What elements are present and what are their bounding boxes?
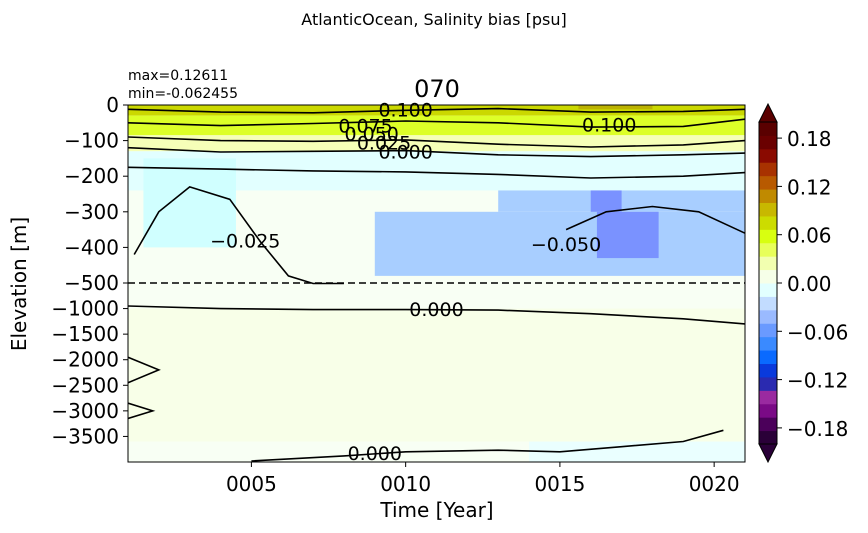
contour-line-6 <box>565 205 745 234</box>
contour-label-3: 0.025 <box>357 132 411 154</box>
colorbar-bin-22 <box>759 135 777 150</box>
colorbar-tick-label-1: 0.12 <box>787 175 832 199</box>
contour-label-5: 0.100 <box>582 115 636 137</box>
colorbar-bin-6 <box>759 350 777 364</box>
y-tick-label-7: −1500 <box>51 322 119 346</box>
max-stat: max=0.12611 <box>128 68 228 84</box>
colorbar-bin-23 <box>759 122 777 136</box>
colorbar-tick-label-5: −0.12 <box>787 369 848 393</box>
x-axis: 0005 0010 0015 0020 <box>226 462 740 496</box>
y-tick-label-1: −100 <box>64 129 119 153</box>
y-tick-label-11: −3500 <box>51 424 119 448</box>
contour-line-0 <box>128 107 745 114</box>
fill-yellow-green-band <box>128 115 745 136</box>
contour-line-9 <box>128 402 156 420</box>
colorbar-bin-10 <box>759 296 777 311</box>
colorbar-bin-16 <box>759 215 777 230</box>
colorbar-tick-label-3: 0.00 <box>787 272 832 296</box>
colorbar-bin-9 <box>759 309 777 324</box>
fill-deep-light-yellow <box>128 308 745 442</box>
colorbar-bin-21 <box>759 148 777 163</box>
contour-line-8 <box>128 356 161 384</box>
colorbar: 0.18 0.12 0.06 0.00 −0.06 −0.12 −0.18 <box>758 102 848 464</box>
contour-label-7: −0.050 <box>531 234 601 256</box>
colorbar-bin-7 <box>759 336 777 351</box>
colorbar-bin-4 <box>759 376 777 391</box>
colorbar-bin-3 <box>759 390 777 405</box>
panel-title: 070 <box>414 75 460 103</box>
y-axis: 0 −100 −200 −300 −400 −500−1000−1500−2000−250… <box>51 93 128 448</box>
contour-label-layer: 0.1000.0750.0500.0250.0000.100−0.025−0.0… <box>210 99 636 465</box>
contour-layer <box>128 107 745 462</box>
colorbar-bin-15 <box>759 229 777 244</box>
colorbar-bin-12 <box>759 269 777 284</box>
x-tick-label-3: 0020 <box>689 472 740 496</box>
contour-label-2: 0.050 <box>345 123 399 145</box>
colorbar-tick-label-2: 0.06 <box>787 224 832 248</box>
colorbar-tick-label-6: −0.18 <box>787 417 848 441</box>
y-tick-label-6: −1000 <box>51 297 119 321</box>
y-tick-label-10: −3000 <box>51 399 119 423</box>
y-tick-label-3: −300 <box>64 200 119 224</box>
contour-label-4: 0.000 <box>378 141 432 163</box>
colorbar-top-arrow <box>758 102 778 123</box>
y-tick-label-5: −500 <box>64 271 119 295</box>
colorbar-bin-1 <box>759 417 777 432</box>
fill-bottom-cyan <box>529 441 745 462</box>
colorbar-bin-18 <box>759 189 777 203</box>
contour-label-9: 0.000 <box>348 443 402 465</box>
y-tick-label-4: −400 <box>64 235 119 259</box>
x-tick-label-0: 0005 <box>226 472 277 496</box>
colorbar-bin-20 <box>759 162 777 177</box>
colorbar-bottom-arrow <box>758 443 778 464</box>
fill-light-yellow-band <box>128 135 745 152</box>
contour-line-10 <box>251 429 724 462</box>
contour-label-8: 0.000 <box>409 299 463 321</box>
x-tick-label-2: 0015 <box>534 472 585 496</box>
y-tick-label-0: 0 <box>106 93 119 117</box>
colorbar-bin-8 <box>759 323 777 338</box>
fill-layer <box>128 105 745 462</box>
figure-suptitle: AtlanticOcean, Salinity bias [psu] <box>301 10 566 29</box>
fill-dark-blue-patch <box>596 211 659 259</box>
colorbar-bin-19 <box>759 175 777 190</box>
colorbar-bin-2 <box>759 403 777 418</box>
colorbar-bin-11 <box>759 283 777 297</box>
x-tick-label-1: 0010 <box>380 472 431 496</box>
contour-line-1 <box>128 118 745 128</box>
contour-line-3 <box>128 146 745 158</box>
y-tick-label-9: −2500 <box>51 373 119 397</box>
fill-cyan-patch <box>143 158 236 248</box>
y-tick-label-2: −200 <box>64 164 119 188</box>
x-axis-label: Time [Year] <box>379 498 493 522</box>
contour-label-6: −0.025 <box>210 230 280 252</box>
contour-line-4 <box>128 166 745 179</box>
colorbar-bin-5 <box>759 363 777 378</box>
y-tick-label-8: −2000 <box>51 348 119 372</box>
colorbar-tick-label-4: −0.06 <box>787 320 848 344</box>
min-stat: min=-0.062455 <box>128 86 238 102</box>
fill-surface-dark-patch <box>578 105 653 110</box>
colorbar-bin-17 <box>759 202 777 217</box>
colorbar-bin-0 <box>759 430 777 445</box>
fill-blue-region <box>374 211 745 276</box>
contour-line-2 <box>128 136 745 148</box>
y-axis-label: Elevation [m] <box>7 217 31 351</box>
contour-label-1: 0.075 <box>338 115 392 137</box>
colorbar-bin-14 <box>759 242 777 257</box>
contour-line-7 <box>128 305 745 325</box>
colorbar-bin-13 <box>759 256 777 271</box>
fill-dark-blue-patch-2 <box>590 190 622 212</box>
colorbar-tick-label-0: 0.18 <box>787 127 832 151</box>
